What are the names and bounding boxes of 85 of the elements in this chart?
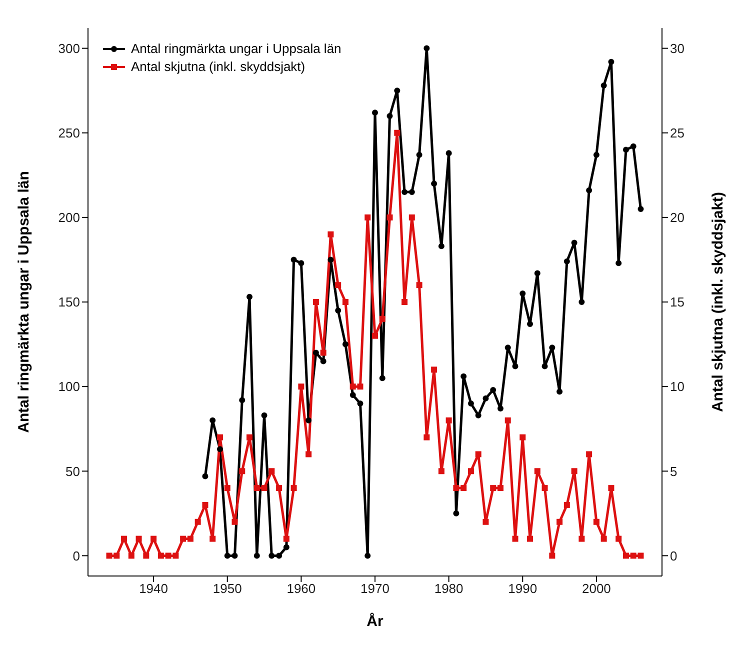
point <box>364 552 371 559</box>
point <box>268 552 275 559</box>
point <box>468 400 474 406</box>
point <box>379 375 386 382</box>
y-tick-label: 100 <box>58 379 80 394</box>
point <box>453 510 460 516</box>
point <box>402 189 408 196</box>
point <box>416 152 422 158</box>
point <box>431 180 438 187</box>
point <box>571 240 578 246</box>
point <box>542 363 548 370</box>
point <box>216 446 223 452</box>
point <box>556 388 563 395</box>
y-tick-label: 200 <box>58 210 80 226</box>
y2-tick-label: 25 <box>670 125 684 140</box>
point <box>357 400 364 406</box>
point <box>490 386 496 393</box>
point <box>306 417 312 424</box>
y2-tick-label: 20 <box>670 210 684 226</box>
point <box>372 110 378 116</box>
point <box>638 206 644 212</box>
point <box>276 552 282 559</box>
point <box>246 294 253 300</box>
y2-tick-label: 10 <box>670 379 684 394</box>
x-tick-label: 1980 <box>434 581 464 596</box>
point <box>320 358 326 364</box>
legend-label: Antal ringmärkta ungar i Uppsala län <box>131 40 342 58</box>
point <box>312 350 319 356</box>
point <box>290 256 297 263</box>
point <box>298 260 304 266</box>
point <box>608 58 614 65</box>
point <box>497 406 504 412</box>
point <box>482 395 489 402</box>
y-tick-label: 150 <box>58 294 80 310</box>
point <box>232 552 238 559</box>
point <box>593 152 600 158</box>
x-tick-label: 1950 <box>212 581 242 596</box>
point <box>586 187 592 194</box>
point <box>600 82 607 89</box>
x-tick-label: 1940 <box>139 581 168 596</box>
point <box>283 544 290 550</box>
point <box>224 552 230 559</box>
y2-tick-label: 30 <box>670 40 684 56</box>
x-tick-label: 1960 <box>286 581 316 596</box>
point <box>210 417 216 424</box>
y2-tick-label: 15 <box>670 294 684 310</box>
point <box>394 88 400 94</box>
x-tick-label: 1990 <box>508 581 538 596</box>
y-axis-title: Antal ringmärkta ungar i Uppsala län <box>15 171 32 433</box>
point <box>504 344 511 351</box>
y2-axis-title: Antal skjutna (inkl. skyddsjakt) <box>709 192 726 412</box>
point <box>202 473 208 480</box>
point <box>261 412 268 418</box>
x-tick-label: 2000 <box>582 581 611 596</box>
point <box>254 552 260 559</box>
point <box>239 397 246 404</box>
point <box>512 363 518 370</box>
point <box>630 143 636 150</box>
point <box>616 260 622 266</box>
point <box>564 258 570 264</box>
y-tick-label: 0 <box>72 548 80 564</box>
point <box>342 341 348 348</box>
point <box>549 344 556 351</box>
y2-tick-label: 0 <box>670 548 678 564</box>
point <box>460 373 467 380</box>
x-tick-label: 1970 <box>360 581 390 596</box>
point <box>424 45 430 52</box>
legend-label: Antal skjutna (inkl. skyddsjakt) <box>131 58 306 76</box>
y-tick-label: 250 <box>58 125 80 140</box>
point <box>534 270 540 276</box>
y2-tick-label: 5 <box>670 464 678 479</box>
point <box>386 112 393 119</box>
y-tick-label: 50 <box>66 464 80 479</box>
point <box>335 307 342 314</box>
point <box>520 290 526 297</box>
point <box>408 189 415 196</box>
point <box>622 146 629 153</box>
x-axis-title: År <box>366 612 384 630</box>
point <box>475 412 482 418</box>
point <box>350 392 356 398</box>
y-tick-label: 300 <box>58 40 80 56</box>
point <box>328 256 334 263</box>
point <box>578 299 585 305</box>
point <box>438 243 444 250</box>
point <box>446 150 452 156</box>
